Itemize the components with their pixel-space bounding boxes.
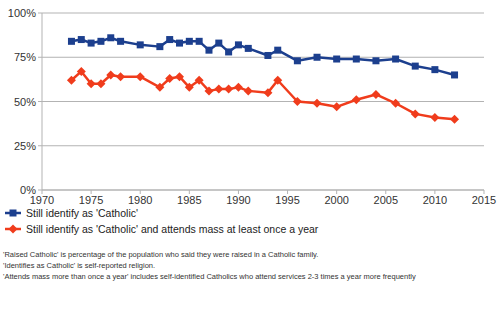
x-tick-label: 2005 xyxy=(374,194,398,206)
y-tick xyxy=(38,101,42,102)
series-marker xyxy=(314,54,321,61)
series-marker xyxy=(451,71,458,78)
series-marker xyxy=(352,95,361,104)
y-tick xyxy=(38,190,42,191)
series-marker xyxy=(87,79,96,88)
series-marker xyxy=(136,72,145,81)
series-marker xyxy=(117,38,124,45)
series-marker xyxy=(195,76,204,85)
series-marker xyxy=(411,109,420,118)
x-tick-label: 1995 xyxy=(275,194,299,206)
series-marker xyxy=(77,67,86,76)
series-marker xyxy=(264,52,271,59)
series-marker xyxy=(156,43,163,50)
legend-label: Still identify as 'Catholic' and attends… xyxy=(26,223,319,235)
series-marker xyxy=(186,38,193,45)
series-marker xyxy=(215,40,222,47)
series-marker xyxy=(88,40,95,47)
x-axis xyxy=(42,190,484,191)
x-tick-label: 1975 xyxy=(79,194,103,206)
series-marker xyxy=(234,83,243,92)
series-marker xyxy=(196,38,203,45)
y-tick xyxy=(38,13,42,14)
x-tick-label: 1990 xyxy=(226,194,250,206)
series-marker xyxy=(263,88,272,97)
series-marker xyxy=(185,83,194,92)
legend-label: Still identify as 'Catholic' xyxy=(26,207,138,219)
y-axis xyxy=(42,13,43,190)
grid-line xyxy=(42,13,484,14)
series-marker xyxy=(68,38,75,45)
series-marker xyxy=(450,115,459,124)
grid-line xyxy=(42,145,484,146)
footnote: 'Raised Catholic' is percentage of the p… xyxy=(3,250,318,259)
plot-data xyxy=(67,34,459,123)
series-marker xyxy=(333,56,340,63)
series-marker xyxy=(353,56,360,63)
series-line xyxy=(71,38,454,75)
series-marker xyxy=(78,36,85,43)
series-marker xyxy=(137,41,144,48)
y-tick-label: 25% xyxy=(14,140,36,152)
series-marker xyxy=(273,76,282,85)
series-marker xyxy=(155,83,164,92)
series-marker xyxy=(204,86,213,95)
series-marker xyxy=(371,90,380,99)
grid-line xyxy=(42,57,484,58)
series-marker xyxy=(293,97,302,106)
legend-marker xyxy=(10,210,17,217)
grid-line xyxy=(42,101,484,102)
y-tick xyxy=(38,57,42,58)
series-marker xyxy=(96,79,105,88)
series-marker xyxy=(214,85,223,94)
legend: Still identify as 'Catholic' Still identi… xyxy=(5,207,319,235)
grid-line xyxy=(42,190,484,191)
series-marker xyxy=(224,85,233,94)
series-marker xyxy=(294,57,301,64)
y-tick-label: 50% xyxy=(14,96,36,108)
grid xyxy=(38,13,484,190)
series-marker xyxy=(165,74,174,83)
series-marker xyxy=(235,41,242,48)
series-marker xyxy=(116,72,125,81)
series-marker xyxy=(274,47,281,54)
series-marker xyxy=(106,70,115,79)
x-tick-label: 1980 xyxy=(128,194,152,206)
series-marker xyxy=(97,38,104,45)
y-tick xyxy=(38,145,42,146)
series-marker xyxy=(225,48,232,55)
series-marker xyxy=(372,57,379,64)
series-line xyxy=(71,71,454,119)
series-marker xyxy=(391,99,400,108)
series-marker xyxy=(245,45,252,52)
series-marker xyxy=(332,102,341,111)
chart: 0%25%50%75%100%1970197519801985199019952… xyxy=(0,0,500,313)
x-tick-label: 1970 xyxy=(30,194,54,206)
legend-marker xyxy=(9,225,18,234)
y-tick-label: 100% xyxy=(8,7,36,19)
series-marker xyxy=(412,63,419,70)
x-tick-label: 2000 xyxy=(324,194,348,206)
x-tick-label: 1985 xyxy=(177,194,201,206)
x-tick-label: 2010 xyxy=(423,194,447,206)
series-marker xyxy=(244,86,253,95)
series-marker xyxy=(166,36,173,43)
series-marker xyxy=(313,99,322,108)
series-marker xyxy=(205,47,212,54)
series-marker xyxy=(67,76,76,85)
y-tick-label: 75% xyxy=(14,51,36,63)
series-marker xyxy=(392,56,399,63)
footnote: 'Attends mass more than once a year' inc… xyxy=(3,272,416,281)
footnote: 'Identifies as Catholic' is self-reporte… xyxy=(3,261,155,270)
series-marker xyxy=(431,66,438,73)
series-marker xyxy=(175,72,184,81)
series-marker xyxy=(430,113,439,122)
series-marker xyxy=(107,34,114,41)
x-tick-label: 2015 xyxy=(472,194,496,206)
series-marker xyxy=(176,40,183,47)
